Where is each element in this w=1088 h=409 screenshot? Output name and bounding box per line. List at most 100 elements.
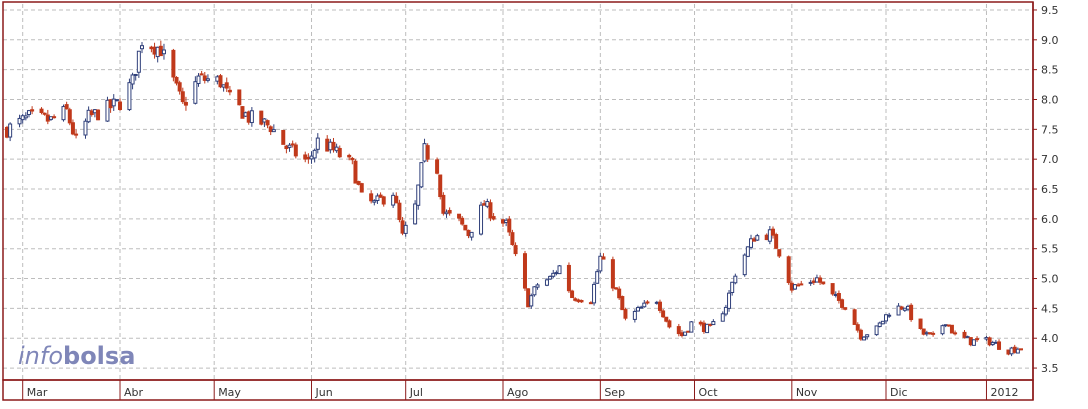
candle: [281, 129, 286, 145]
candle-body: [259, 110, 264, 125]
candle-body: [381, 196, 386, 205]
candle-body: [435, 159, 440, 174]
candle: [372, 199, 377, 206]
candle: [513, 242, 518, 257]
candle: [830, 283, 835, 296]
candle: [284, 144, 289, 154]
candle-body: [441, 194, 446, 214]
candle-body: [507, 218, 512, 233]
candle: [70, 119, 75, 136]
candle-body: [852, 309, 857, 325]
candle: [792, 284, 797, 290]
candle: [347, 153, 352, 161]
candle-body: [993, 341, 998, 344]
y-tick-label: 5.5: [1041, 243, 1059, 256]
candle-body: [422, 143, 427, 162]
candle: [369, 190, 374, 204]
candle: [811, 277, 816, 285]
candle: [679, 329, 684, 338]
watermark-logo: infobolsa: [18, 342, 135, 370]
candle: [752, 236, 757, 242]
candle: [987, 336, 992, 347]
y-tick-label: 7.0: [1041, 153, 1059, 166]
candle: [786, 255, 791, 285]
candle-body: [306, 156, 311, 160]
candle-body: [331, 141, 336, 151]
candle-body: [199, 73, 204, 76]
candle-body: [708, 323, 713, 326]
candle-body: [592, 283, 597, 304]
x-tick-label: Abr: [124, 386, 144, 399]
candle-body: [796, 284, 801, 287]
candle-body: [808, 281, 813, 284]
candle: [676, 323, 681, 337]
candle-body: [686, 330, 691, 333]
candle: [5, 125, 9, 139]
candle: [413, 200, 418, 225]
candle: [243, 111, 248, 117]
candle-body: [249, 110, 254, 124]
candle: [501, 218, 506, 227]
candle: [720, 311, 725, 322]
candle-body: [921, 328, 926, 335]
candle-body: [755, 235, 760, 241]
candle: [661, 308, 666, 319]
candle: [89, 109, 94, 117]
candle-body: [205, 78, 210, 81]
candle-body: [642, 302, 647, 308]
candle: [438, 174, 443, 200]
candle: [777, 249, 782, 258]
x-tick-label: Ago: [507, 386, 529, 399]
candle-body: [96, 109, 101, 121]
candle-body: [136, 50, 141, 73]
candle: [544, 278, 549, 287]
candle-body: [836, 293, 841, 301]
candle: [639, 305, 644, 309]
candle: [315, 133, 320, 154]
candle: [896, 303, 901, 316]
candle-body: [1015, 348, 1020, 354]
candle: [745, 246, 750, 258]
candle: [221, 84, 226, 92]
candle: [359, 182, 364, 193]
candle-body: [909, 304, 914, 321]
y-tick-label: 7.5: [1041, 123, 1059, 136]
candle: [20, 113, 25, 124]
candle: [171, 48, 176, 82]
candle-body: [730, 281, 735, 294]
candle: [312, 148, 317, 163]
candle: [997, 339, 1002, 350]
candle: [855, 322, 860, 333]
candle: [161, 43, 166, 60]
candle-body: [463, 224, 468, 231]
candle: [918, 318, 923, 330]
candle: [127, 78, 132, 111]
y-tick-label: 9.5: [1041, 4, 1059, 17]
candle-body: [786, 256, 791, 284]
candle-body: [679, 332, 684, 337]
candle: [325, 135, 330, 152]
candle-body: [1009, 347, 1014, 355]
candle: [485, 198, 490, 209]
candle: [614, 287, 619, 291]
candle: [375, 193, 380, 204]
candle: [858, 328, 863, 341]
candle-body: [375, 195, 380, 201]
candle: [874, 325, 879, 336]
candle: [447, 207, 452, 216]
candle: [174, 76, 179, 86]
candle: [356, 180, 361, 186]
candle: [74, 129, 79, 139]
candle-body: [742, 254, 747, 276]
y-tick-label: 8.5: [1041, 64, 1059, 77]
candle-body: [202, 75, 207, 81]
candle-body: [485, 201, 490, 207]
candle-body: [293, 144, 298, 157]
candle-body: [127, 82, 132, 111]
candle: [940, 324, 945, 336]
candle: [557, 265, 562, 275]
candle: [303, 151, 308, 163]
candle-body: [221, 84, 226, 88]
candle: [328, 138, 333, 154]
